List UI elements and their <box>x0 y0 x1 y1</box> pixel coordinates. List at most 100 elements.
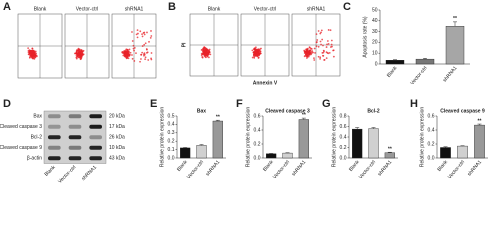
x-tick-label: Vector-ctrl <box>272 159 291 180</box>
event-dot <box>78 48 81 51</box>
event-dot <box>326 40 329 42</box>
x-axis-label: Annexin V <box>253 80 278 86</box>
event-dot <box>260 47 262 50</box>
event-dot <box>310 48 313 50</box>
event-dot <box>305 50 308 53</box>
panel-label: A <box>3 1 11 13</box>
event-dot <box>305 52 308 55</box>
panel-label: C <box>343 1 351 13</box>
error-bar <box>301 117 306 120</box>
chart-title: Cleaved caspase 9 <box>440 108 485 114</box>
event-dot <box>136 36 139 39</box>
sample-label: Blank <box>208 6 221 12</box>
band <box>68 114 82 119</box>
y-tick-label: 0.5 <box>168 113 175 119</box>
event-dot <box>329 46 332 48</box>
y-tick-label: 0.3 <box>168 130 175 136</box>
event-dot <box>32 53 35 56</box>
event-dot <box>207 56 210 59</box>
event-dot <box>135 52 137 55</box>
event-dots <box>27 47 38 60</box>
panel-label: H <box>410 98 418 110</box>
event-dot <box>317 55 320 58</box>
event-dot <box>82 53 85 56</box>
event-dot <box>30 50 33 52</box>
event-dot <box>257 56 260 59</box>
x-tick-label: Blank <box>262 159 275 173</box>
band <box>68 145 82 150</box>
error-bar <box>371 127 376 129</box>
event-dot <box>34 53 37 56</box>
event-dot <box>325 46 328 48</box>
event-dot <box>131 31 133 33</box>
event-dot <box>32 51 35 53</box>
bar <box>445 26 465 65</box>
panel-label: B <box>168 1 176 13</box>
significance: ** <box>216 115 220 121</box>
significance: ** <box>478 118 482 124</box>
x-tick-label: Vector-ctrl <box>409 65 428 86</box>
y-axis-label: Apoptosis rate (%) <box>362 16 368 57</box>
event-dot <box>313 59 316 61</box>
band <box>89 114 102 119</box>
event-dot <box>133 46 136 49</box>
event-dot <box>127 57 130 60</box>
event-dot <box>127 50 130 52</box>
x-tick-label: Blank <box>176 159 189 173</box>
event-dot <box>81 51 84 53</box>
event-dot <box>253 50 256 53</box>
event-dot <box>203 48 205 51</box>
event-dot <box>141 45 144 47</box>
event-dot <box>81 54 83 56</box>
event-dot <box>326 43 328 46</box>
event-dot <box>315 45 318 48</box>
event-dot <box>254 54 257 57</box>
sample-label: Blank <box>34 6 47 12</box>
event-dot <box>133 49 135 52</box>
event-dot <box>206 55 209 58</box>
event-dot <box>143 52 146 55</box>
event-dot <box>131 54 133 56</box>
event-dot <box>200 52 203 55</box>
y-tick-label: 0.2 <box>340 145 347 151</box>
bar <box>352 128 363 159</box>
bar <box>282 152 293 159</box>
event-dot <box>329 29 332 32</box>
event-dot <box>128 48 131 51</box>
bar <box>196 145 207 159</box>
bar <box>180 147 191 159</box>
sample-label: shRNA1 <box>125 6 144 12</box>
y-tick-label: 0.0 <box>168 155 175 161</box>
error-bar <box>355 127 360 130</box>
x-tick-label: Blank <box>386 65 399 79</box>
event-dot <box>208 48 211 51</box>
y-tick-label: 0.0 <box>254 155 261 161</box>
event-dot <box>147 59 150 61</box>
event-dot <box>150 35 153 37</box>
event-dot <box>150 30 152 32</box>
event-dot <box>28 49 31 52</box>
event-dot <box>205 54 208 57</box>
x-tick-label: shRNA1 <box>466 159 483 177</box>
lane-label: shRNA1 <box>81 164 99 182</box>
bar <box>266 153 277 159</box>
y-tick-label: 0.2 <box>428 141 435 147</box>
event-dot <box>29 56 31 58</box>
event-dot <box>80 49 83 52</box>
event-dot <box>131 57 134 60</box>
event-dot <box>307 50 310 53</box>
band <box>68 156 82 161</box>
event-dot <box>126 55 128 58</box>
event-dot <box>311 50 314 52</box>
y-tick-label: 50 <box>372 7 378 13</box>
bar <box>385 60 405 65</box>
event-dot <box>123 54 126 56</box>
event-dot <box>206 50 209 52</box>
event-dot <box>136 29 139 32</box>
event-dot <box>79 51 82 54</box>
event-dot <box>254 51 257 54</box>
event-dot <box>29 54 32 57</box>
y-tick-label: 0.4 <box>340 134 347 140</box>
event-dot <box>31 47 34 50</box>
x-tick-label: Vector-ctrl <box>358 159 377 180</box>
